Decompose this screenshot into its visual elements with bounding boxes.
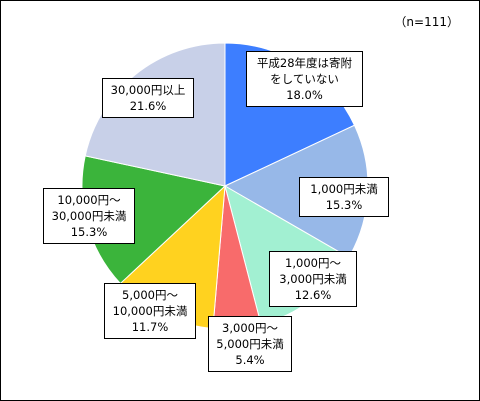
slice-label-no-donation: 平成28年度は寄附 をしていない 18.0% — [246, 51, 363, 107]
slice-label-under-1000: 1,000円未満 15.3% — [299, 177, 389, 217]
slice-label-1000-3000: 1,000円～ 3,000円未満 12.6% — [269, 251, 357, 307]
sample-size-note: （n=111） — [394, 15, 459, 29]
slice-label-3000-5000: 3,000円～ 5,000円未満 5.4% — [208, 316, 292, 372]
slice-label-over-30000: 30,000円以上 21.6% — [102, 78, 194, 118]
slice-label-10000-30000: 10,000円～ 30,000円未満 15.3% — [43, 188, 135, 244]
slice-label-5000-10000: 5,000円～ 10,000円未満 11.7% — [104, 283, 196, 339]
